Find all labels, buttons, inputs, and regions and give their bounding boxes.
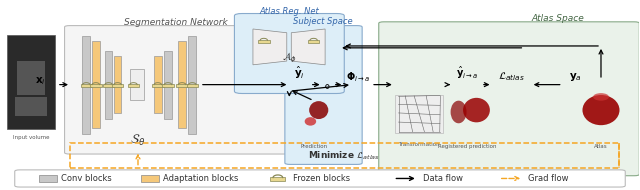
Text: Frozen blocks: Frozen blocks: [293, 174, 350, 183]
FancyBboxPatch shape: [285, 26, 362, 164]
Bar: [83, 36, 90, 134]
Ellipse shape: [582, 95, 620, 125]
Ellipse shape: [305, 117, 316, 126]
Bar: [7, 35, 55, 129]
Bar: [114, 56, 122, 113]
Bar: [112, 84, 124, 87]
Ellipse shape: [463, 98, 490, 122]
Text: $\mathbf{y}_a$: $\mathbf{y}_a$: [569, 71, 582, 83]
Bar: [396, 95, 444, 133]
Text: Input volume: Input volume: [13, 135, 49, 140]
Text: $\mathbf{x}_i$: $\mathbf{x}_i$: [35, 75, 45, 87]
Bar: [39, 175, 57, 182]
Bar: [141, 175, 159, 182]
Bar: [105, 51, 113, 119]
Bar: [308, 40, 319, 43]
Text: Segmentation Network: Segmentation Network: [124, 18, 228, 27]
Bar: [188, 36, 196, 134]
Bar: [176, 84, 188, 87]
Text: $\mathcal{S}_\theta$: $\mathcal{S}_\theta$: [131, 133, 146, 148]
FancyBboxPatch shape: [15, 170, 625, 187]
Text: $\circ$: $\circ$: [322, 78, 331, 92]
Ellipse shape: [451, 101, 467, 123]
Text: $\mathcal{A}_\phi$: $\mathcal{A}_\phi$: [282, 51, 297, 65]
Ellipse shape: [309, 101, 328, 119]
Polygon shape: [291, 29, 325, 65]
Bar: [270, 177, 285, 181]
Text: Subject Space: Subject Space: [293, 17, 353, 26]
Text: Minimize $\mathcal{L}_{atlas}$: Minimize $\mathcal{L}_{atlas}$: [308, 150, 380, 162]
Bar: [258, 40, 269, 43]
Text: $\mathcal{L}_{atlas}$: $\mathcal{L}_{atlas}$: [499, 71, 525, 83]
FancyBboxPatch shape: [234, 13, 344, 93]
Bar: [128, 84, 140, 87]
FancyBboxPatch shape: [379, 22, 639, 176]
FancyBboxPatch shape: [65, 26, 289, 154]
Text: Registered prediction: Registered prediction: [438, 144, 496, 149]
Text: $\mathbf{\Phi}_{i\rightarrow a}$: $\mathbf{\Phi}_{i\rightarrow a}$: [346, 70, 371, 84]
Bar: [130, 69, 144, 100]
Ellipse shape: [593, 93, 609, 101]
Bar: [178, 41, 186, 128]
Polygon shape: [253, 29, 287, 65]
Text: $\hat{\mathbf{y}}_{i\rightarrow a}$: $\hat{\mathbf{y}}_{i\rightarrow a}$: [456, 65, 478, 82]
Bar: [90, 84, 102, 87]
Text: Atlas Reg. Net: Atlas Reg. Net: [259, 7, 319, 16]
Bar: [92, 41, 100, 128]
Text: $\hat{\mathbf{y}}_i$: $\hat{\mathbf{y}}_i$: [294, 65, 305, 82]
Text: Data flow: Data flow: [423, 174, 463, 183]
Bar: [186, 84, 198, 87]
Text: Adaptation blocks: Adaptation blocks: [163, 174, 238, 183]
Text: Prediction: Prediction: [300, 144, 327, 149]
Bar: [152, 84, 164, 87]
Bar: [17, 61, 45, 95]
Text: Grad flow: Grad flow: [528, 174, 569, 183]
Bar: [103, 84, 115, 87]
Text: Conv blocks: Conv blocks: [61, 174, 111, 183]
Bar: [154, 56, 162, 113]
Bar: [163, 84, 173, 87]
Text: Transformation: Transformation: [399, 142, 440, 146]
Text: Atlas Space: Atlas Space: [531, 14, 584, 23]
Bar: [164, 51, 172, 119]
Text: Atlas: Atlas: [594, 144, 608, 149]
Bar: [15, 97, 47, 116]
Bar: [81, 84, 92, 87]
